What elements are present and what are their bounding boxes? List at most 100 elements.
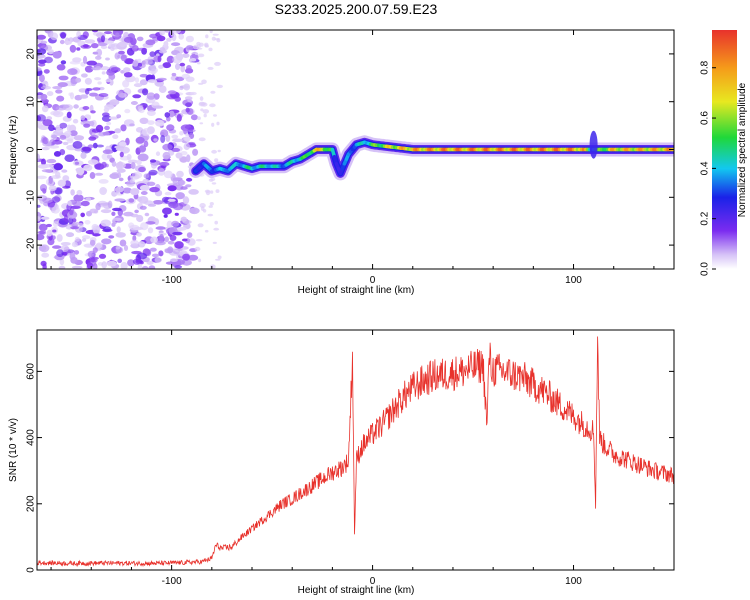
noise-blob — [48, 145, 60, 149]
noise-blob — [73, 194, 84, 202]
noise-blob — [175, 52, 184, 61]
noise-blob — [95, 202, 101, 211]
noise-blob — [159, 47, 166, 51]
noise-blob — [157, 168, 165, 176]
noise-blob — [95, 242, 103, 249]
noise-blob — [147, 79, 158, 84]
noise-blob — [64, 131, 72, 136]
noise-blob — [58, 265, 66, 269]
noise-blob — [210, 90, 216, 94]
noise-blob — [68, 217, 74, 225]
noise-blob — [69, 130, 78, 137]
noise-blob — [87, 159, 99, 165]
noise-blob — [209, 30, 213, 34]
noise-blob — [147, 120, 155, 125]
noise-blob — [148, 169, 158, 176]
noise-blob — [82, 238, 87, 242]
noise-blob — [154, 218, 159, 226]
noise-blob — [200, 108, 204, 112]
noise-blob — [70, 226, 79, 230]
noise-blob — [174, 241, 184, 249]
noise-blob — [92, 263, 98, 269]
noise-blob — [127, 159, 139, 164]
noise-blob — [102, 131, 110, 136]
noise-blob — [89, 208, 98, 214]
noise-blob — [126, 153, 132, 161]
noise-blob — [169, 234, 177, 241]
noise-blob — [37, 230, 46, 235]
noise-blob — [161, 196, 170, 203]
noise-blob — [96, 144, 104, 148]
noise-blob — [117, 258, 122, 263]
noise-blob — [101, 238, 112, 245]
noise-blob — [48, 185, 57, 192]
noise-blob — [201, 79, 207, 85]
noise-blob — [73, 135, 85, 141]
noise-blob — [139, 205, 147, 210]
noise-blob — [186, 177, 193, 182]
noise-blob — [82, 31, 89, 39]
noise-blob — [41, 169, 53, 173]
noise-blob — [88, 136, 97, 141]
noise-blob — [59, 134, 67, 140]
noise-blob — [164, 236, 169, 243]
noise-blob — [160, 135, 166, 143]
noise-blob — [51, 235, 56, 240]
noise-blob — [155, 151, 161, 156]
noise-blob — [119, 151, 124, 158]
noise-blob — [73, 250, 80, 255]
noise-blob — [47, 49, 54, 55]
noise-blob — [204, 44, 209, 48]
noise-blob — [44, 56, 53, 64]
noise-blob — [135, 136, 145, 144]
noise-blob — [137, 263, 143, 269]
noise-blob — [197, 223, 204, 228]
noise-blob — [87, 250, 96, 258]
noise-blob — [152, 200, 164, 205]
noise-blob — [120, 54, 127, 62]
noise-blob — [167, 240, 175, 245]
noise-blob — [37, 216, 41, 222]
noise-blob — [105, 57, 110, 61]
snr-y-ticks: 0 200 400 600 — [26, 363, 674, 573]
noise-blob — [85, 88, 90, 95]
noise-blob — [186, 154, 191, 163]
noise-blob — [80, 115, 86, 121]
noise-blob — [146, 92, 156, 100]
noise-blob — [106, 260, 117, 267]
noise-blob — [37, 48, 47, 55]
noise-blob — [172, 138, 183, 143]
noise-blob — [138, 196, 149, 204]
noise-blob — [164, 191, 172, 196]
noise-blob — [97, 81, 102, 85]
noise-blob — [79, 94, 89, 99]
noise-blob — [171, 33, 177, 42]
noise-blob — [188, 132, 195, 139]
noise-blob — [40, 40, 48, 45]
noise-blob — [140, 191, 148, 195]
colorbar-tick-label: 0.2 — [700, 211, 711, 225]
noise-blob — [64, 154, 75, 162]
noise-blob — [136, 232, 142, 237]
noise-blob — [98, 93, 109, 97]
noise-blob — [197, 62, 201, 65]
noise-blob — [80, 200, 90, 207]
noise-blob — [197, 116, 201, 120]
noise-blob — [98, 42, 108, 47]
noise-blob — [208, 47, 213, 52]
noise-blob — [199, 122, 204, 125]
noise-blob — [99, 187, 107, 195]
spectrogram-noise — [37, 30, 223, 269]
noise-blob — [99, 202, 110, 206]
noise-blob — [212, 241, 217, 244]
noise-blob — [60, 245, 69, 252]
noise-blob — [185, 136, 191, 143]
noise-blob — [92, 233, 101, 237]
noise-blob — [178, 33, 184, 40]
noise-blob — [175, 63, 181, 70]
noise-blob — [96, 48, 103, 57]
x-tick-label: 100 — [565, 576, 582, 587]
noise-blob — [52, 51, 62, 59]
noise-blob — [156, 77, 167, 81]
noise-blob — [183, 142, 190, 151]
